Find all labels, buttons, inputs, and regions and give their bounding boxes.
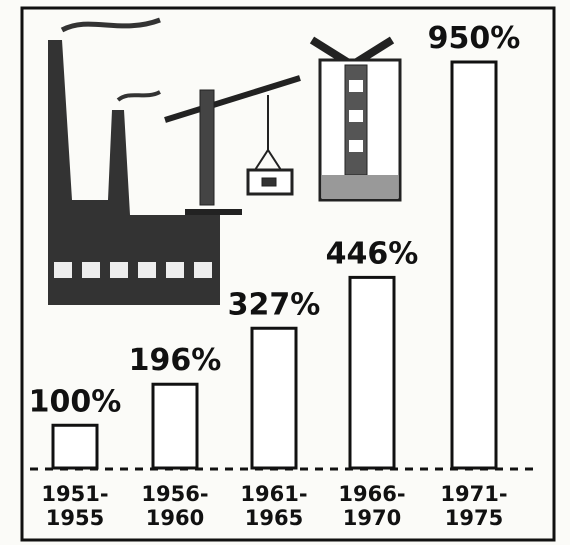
value-label: 950% — [428, 21, 521, 56]
value-label: 446% — [326, 236, 419, 271]
bar — [53, 425, 97, 468]
bar — [153, 384, 197, 468]
bar — [252, 328, 296, 468]
factory-illustration — [48, 20, 220, 305]
page: 100%196%327%446% 950% 1951- 19551956- 196… — [0, 0, 570, 545]
x-tick-label: 1971- 1975 — [424, 482, 524, 530]
bar — [452, 62, 496, 468]
bar — [350, 277, 394, 468]
x-tick-label: 1951- 1955 — [25, 482, 125, 530]
x-tick-label: 1966- 1970 — [322, 482, 422, 530]
value-label: 196% — [129, 343, 222, 378]
crane-illustration — [165, 78, 300, 212]
value-label: 100% — [29, 384, 122, 419]
building-illustration — [312, 40, 400, 200]
value-label: 327% — [228, 287, 321, 322]
x-tick-label: 1956- 1960 — [125, 482, 225, 530]
chart: 100%196%327%446% 950% — [0, 0, 570, 545]
x-tick-label: 1961- 1965 — [224, 482, 324, 530]
